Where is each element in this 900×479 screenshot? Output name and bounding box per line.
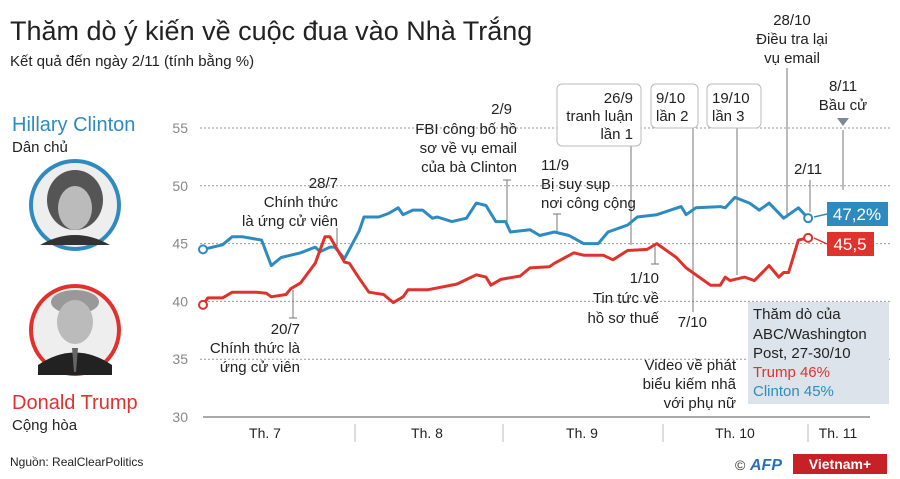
clinton-portrait xyxy=(29,159,121,251)
svg-text:lần 3: lần 3 xyxy=(712,108,745,125)
month-label: Th. 9 xyxy=(566,425,598,441)
annotation-2-9: 2/9 FBI công bố hồ sơ về vụ email của bà… xyxy=(415,101,517,176)
y-tick-label: 35 xyxy=(172,351,188,367)
svg-text:Clinton 45%: Clinton 45% xyxy=(753,383,834,400)
svg-text:28/7: 28/7 xyxy=(309,175,338,192)
poll-info-box: Thăm dò của ABC/Washington Post, 27-30/1… xyxy=(748,302,889,404)
svg-text:Trump 46%: Trump 46% xyxy=(753,364,830,381)
trump-end-label: 45,5 xyxy=(813,232,874,256)
source-note: Nguồn: RealClearPolitics xyxy=(10,455,143,469)
svg-text:biểu kiếm nhã: biểu kiếm nhã xyxy=(643,376,737,393)
svg-text:ứng cử viên: ứng cử viên xyxy=(220,359,300,376)
svg-text:sơ về vụ email: sơ về vụ email xyxy=(420,140,517,157)
annotation-26-9: 26/9 tranh luận lần 1 xyxy=(566,90,633,143)
svg-text:Thăm dò của: Thăm dò của xyxy=(753,306,841,323)
svg-text:Điều tra lại: Điều tra lại xyxy=(756,31,828,48)
svg-text:lần 1: lần 1 xyxy=(600,126,633,143)
svg-text:tranh luận: tranh luận xyxy=(566,108,633,125)
svg-text:7/10: 7/10 xyxy=(678,314,707,331)
clinton-end-label: 47,2% xyxy=(813,202,888,226)
month-label: Th. 10 xyxy=(715,425,755,441)
svg-text:Bầu cử: Bầu cử xyxy=(819,97,867,114)
annotation-7-10: 7/10 Video về phát biểu kiếm nhã với phụ… xyxy=(643,314,737,412)
annotation-8-11: 8/11 Bầu cử xyxy=(819,78,867,114)
month-label: Th. 8 xyxy=(411,425,443,441)
y-axis-ticks: 30 35 40 45 50 55 xyxy=(172,120,188,425)
svg-text:Video về phát: Video về phát xyxy=(645,357,737,374)
y-tick-label: 30 xyxy=(172,409,188,425)
clinton-start-point xyxy=(198,244,208,255)
clinton-end-point xyxy=(803,213,814,224)
annotation-2-11: 2/11 xyxy=(794,161,822,178)
svg-text:1/10: 1/10 xyxy=(630,270,659,287)
debate-2-box xyxy=(650,83,699,129)
svg-text:28/10: 28/10 xyxy=(773,12,811,29)
month-label: Th. 7 xyxy=(249,425,281,441)
svg-text:hồ sơ thuế: hồ sơ thuế xyxy=(587,310,659,327)
subtitle: Kết quả đến ngày 2/11 (tính bằng %) xyxy=(10,53,254,70)
svg-text:AFP: AFP xyxy=(749,457,782,474)
svg-text:Tin tức về: Tin tức về xyxy=(593,290,659,307)
clinton-name: Hillary Clinton xyxy=(12,114,135,136)
svg-text:8/11: 8/11 xyxy=(829,78,857,95)
svg-text:9/10: 9/10 xyxy=(656,90,685,107)
trump-start-point xyxy=(198,299,208,310)
trump-name: Donald Trump xyxy=(12,392,138,414)
svg-text:©: © xyxy=(735,457,746,473)
series-layer xyxy=(198,195,814,310)
month-label: Th. 11 xyxy=(819,425,858,441)
credits-logo: © AFP Vietnam+ xyxy=(735,454,887,474)
svg-text:ABC/Washington: ABC/Washington xyxy=(753,326,867,343)
svg-text:45,5: 45,5 xyxy=(833,235,866,254)
annotation-9-10: 9/10 lần 2 xyxy=(656,90,689,125)
trump-portrait xyxy=(29,284,121,376)
svg-text:2/9: 2/9 xyxy=(491,101,512,118)
svg-text:11/9: 11/9 xyxy=(541,157,569,174)
svg-text:20/7: 20/7 xyxy=(271,321,300,338)
annotation-28-10: 28/10 Điều tra lại vụ email xyxy=(756,12,828,67)
election-day-marker-icon xyxy=(837,118,849,126)
svg-text:Chính thức: Chính thức xyxy=(264,194,339,211)
y-tick-label: 55 xyxy=(172,120,188,136)
svg-text:19/10: 19/10 xyxy=(712,90,750,107)
svg-text:vụ email: vụ email xyxy=(764,50,820,67)
svg-text:là ứng cử viên: là ứng cử viên xyxy=(242,213,338,230)
annotation-28-7: 28/7 Chính thức là ứng cử viên xyxy=(242,175,338,230)
y-tick-label: 50 xyxy=(172,178,188,194)
svg-text:26/9: 26/9 xyxy=(604,90,633,107)
y-tick-label: 40 xyxy=(172,293,188,309)
svg-text:FBI công bố hồ: FBI công bố hồ xyxy=(415,121,517,138)
svg-text:của bà Clinton: của bà Clinton xyxy=(421,159,517,176)
month-separators xyxy=(354,424,809,442)
gridlines xyxy=(200,127,890,360)
annotation-20-7: 20/7 Chính thức là ứng cử viên xyxy=(210,321,301,376)
annotation-19-10: 19/10 lần 3 xyxy=(712,90,750,125)
debate-3-box xyxy=(706,83,762,129)
svg-text:nơi công cộng: nơi công cộng xyxy=(541,195,636,212)
svg-text:lần 2: lần 2 xyxy=(656,108,689,125)
annotation-leaders xyxy=(289,68,844,319)
svg-text:Post, 27-30/10: Post, 27-30/10 xyxy=(753,345,851,362)
trump-party: Cộng hòa xyxy=(12,417,78,434)
page-title: Thăm dò ý kiến về cuộc đua vào Nhà Trắng xyxy=(10,15,532,46)
svg-text:với phụ nữ: với phụ nữ xyxy=(664,395,736,412)
svg-text:Bị suy sụp: Bị suy sụp xyxy=(541,176,610,193)
svg-text:Vietnam+: Vietnam+ xyxy=(809,456,871,472)
trump-end-point xyxy=(803,232,814,243)
y-tick-label: 45 xyxy=(172,236,188,252)
svg-text:47,2%: 47,2% xyxy=(833,205,881,224)
annotation-1-10: 1/10 Tin tức về hồ sơ thuế xyxy=(587,270,659,327)
svg-text:Chính thức là: Chính thức là xyxy=(210,340,301,357)
annotation-11-9: 11/9 Bị suy sụp nơi công cộng xyxy=(541,157,636,212)
clinton-party: Dân chủ xyxy=(12,139,68,156)
trump-line xyxy=(201,235,809,306)
debate-1-box xyxy=(556,83,642,147)
clinton-line xyxy=(202,195,810,268)
